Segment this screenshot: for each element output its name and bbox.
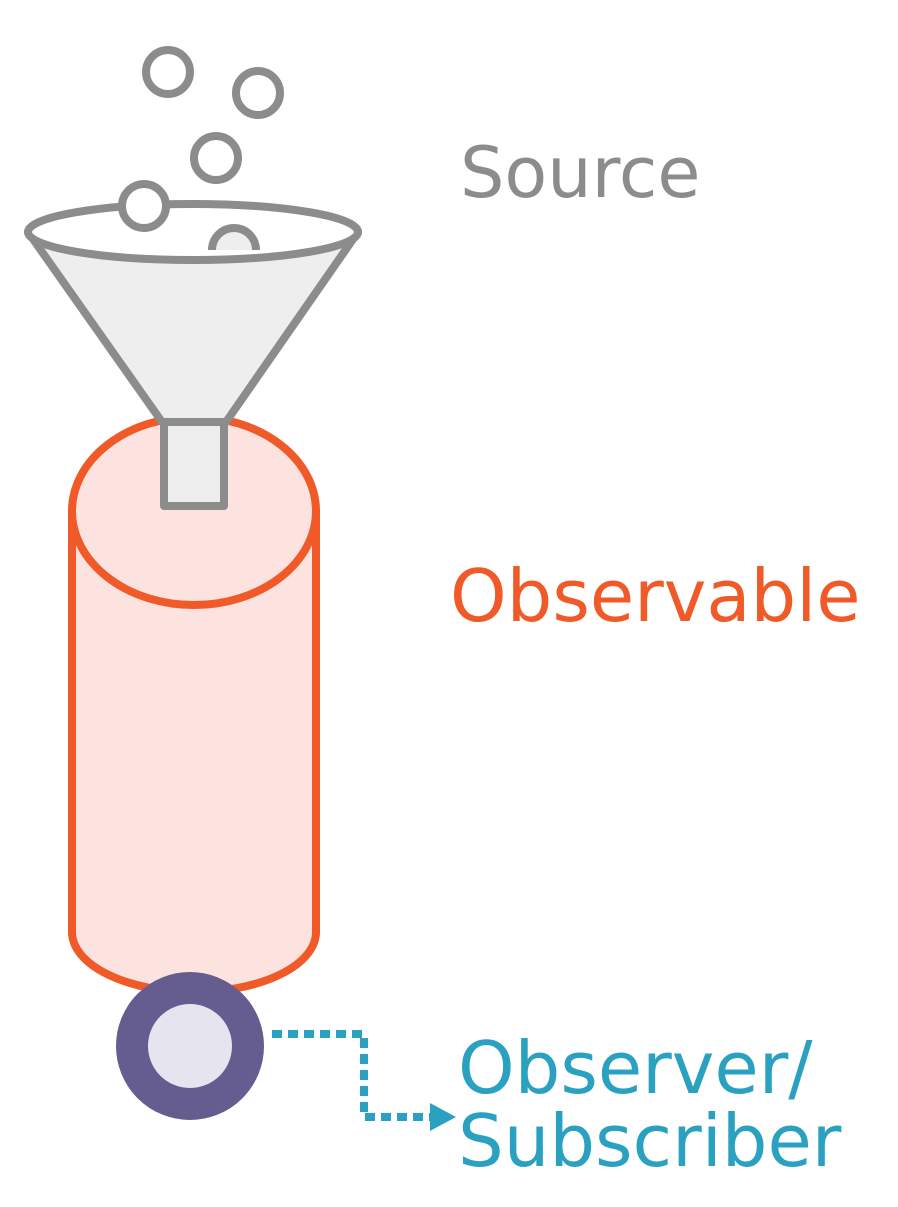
dotted-arrow-line bbox=[272, 1030, 432, 1121]
particle-icon bbox=[232, 67, 284, 119]
ring-icon bbox=[116, 972, 264, 1120]
observer-label-line2: Subscriber bbox=[458, 1099, 842, 1184]
observable-label: Observable bbox=[450, 554, 861, 638]
funnel-rim bbox=[24, 200, 362, 264]
source-particles bbox=[118, 46, 284, 251]
funnel-spout bbox=[160, 418, 228, 510]
arrow-head bbox=[430, 1103, 456, 1131]
source-label: Source bbox=[460, 132, 701, 214]
observer-ring bbox=[116, 972, 264, 1120]
funnel-icon bbox=[24, 200, 362, 510]
observer-label-line1: Observer/ bbox=[458, 1026, 813, 1110]
particle-icon bbox=[118, 180, 170, 232]
particle-icon bbox=[142, 46, 194, 98]
particle-icon bbox=[190, 132, 242, 184]
dotted-arrow-icon bbox=[272, 1030, 456, 1131]
particle-icon bbox=[208, 224, 260, 251]
observer-label: Observer/ Subscriber bbox=[458, 1026, 842, 1184]
